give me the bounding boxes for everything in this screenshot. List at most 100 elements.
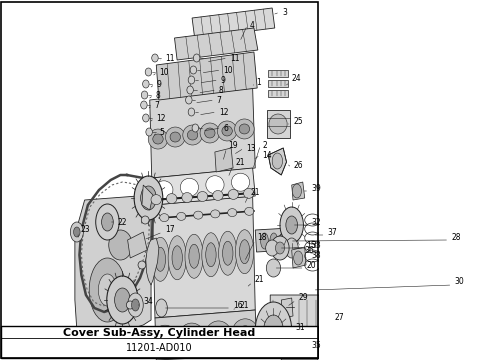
Text: 12: 12 xyxy=(219,108,228,117)
Text: 16: 16 xyxy=(233,301,243,310)
Ellipse shape xyxy=(166,127,185,147)
Text: 25: 25 xyxy=(294,117,303,126)
Text: 23: 23 xyxy=(80,225,90,234)
Ellipse shape xyxy=(172,246,182,270)
Text: 8: 8 xyxy=(156,90,160,99)
Ellipse shape xyxy=(192,124,198,132)
Polygon shape xyxy=(255,228,292,252)
Ellipse shape xyxy=(285,238,298,258)
Polygon shape xyxy=(268,148,287,175)
Ellipse shape xyxy=(151,195,161,204)
Text: 34: 34 xyxy=(144,297,154,306)
Text: 27: 27 xyxy=(334,312,343,321)
Ellipse shape xyxy=(245,207,254,215)
Ellipse shape xyxy=(155,181,173,199)
Ellipse shape xyxy=(205,321,231,349)
Bar xyxy=(268,80,288,87)
Bar xyxy=(268,70,288,77)
Text: 21: 21 xyxy=(255,274,264,284)
Ellipse shape xyxy=(275,242,285,254)
Ellipse shape xyxy=(202,233,220,277)
Ellipse shape xyxy=(235,119,254,139)
Text: 24: 24 xyxy=(292,73,301,82)
Text: 29: 29 xyxy=(298,292,308,302)
Polygon shape xyxy=(174,28,258,60)
Ellipse shape xyxy=(272,153,283,169)
Ellipse shape xyxy=(280,207,303,243)
Text: 8: 8 xyxy=(219,86,223,95)
Text: 26: 26 xyxy=(294,161,303,170)
Ellipse shape xyxy=(194,54,200,62)
Ellipse shape xyxy=(143,114,149,122)
Text: 1: 1 xyxy=(256,77,261,86)
Ellipse shape xyxy=(232,319,258,347)
Text: 33: 33 xyxy=(311,240,321,249)
Ellipse shape xyxy=(222,126,232,136)
Ellipse shape xyxy=(177,212,186,220)
Ellipse shape xyxy=(266,259,281,277)
Bar xyxy=(268,90,288,97)
Ellipse shape xyxy=(115,288,130,312)
Text: 4: 4 xyxy=(249,21,254,30)
Ellipse shape xyxy=(200,123,220,143)
Ellipse shape xyxy=(222,241,233,265)
Ellipse shape xyxy=(160,213,169,222)
Ellipse shape xyxy=(187,130,198,140)
Text: 2: 2 xyxy=(263,140,267,149)
Ellipse shape xyxy=(155,247,166,271)
Polygon shape xyxy=(127,232,147,258)
Ellipse shape xyxy=(141,216,149,224)
Ellipse shape xyxy=(188,108,195,116)
Ellipse shape xyxy=(189,244,199,268)
Ellipse shape xyxy=(179,323,205,351)
Text: 6: 6 xyxy=(223,123,228,132)
Text: 17: 17 xyxy=(165,225,174,234)
Polygon shape xyxy=(292,182,305,200)
Ellipse shape xyxy=(269,114,287,134)
Ellipse shape xyxy=(261,233,269,249)
Polygon shape xyxy=(292,247,306,268)
Polygon shape xyxy=(146,238,159,285)
Ellipse shape xyxy=(127,293,143,317)
Ellipse shape xyxy=(145,68,152,76)
Text: 28: 28 xyxy=(451,233,461,242)
Ellipse shape xyxy=(194,211,203,219)
Text: 21: 21 xyxy=(235,158,245,166)
Ellipse shape xyxy=(153,134,163,144)
Ellipse shape xyxy=(206,243,216,267)
Ellipse shape xyxy=(239,326,252,340)
Text: 37: 37 xyxy=(327,228,337,237)
Ellipse shape xyxy=(168,236,186,280)
Ellipse shape xyxy=(141,91,148,99)
Ellipse shape xyxy=(293,184,301,198)
Ellipse shape xyxy=(180,178,198,196)
Ellipse shape xyxy=(185,330,198,344)
Ellipse shape xyxy=(96,204,119,240)
Text: 20: 20 xyxy=(306,261,316,270)
Text: 39: 39 xyxy=(311,184,321,193)
Text: 12: 12 xyxy=(156,113,166,122)
Ellipse shape xyxy=(141,186,156,210)
Ellipse shape xyxy=(228,189,239,199)
Text: 32: 32 xyxy=(311,217,321,226)
Ellipse shape xyxy=(211,210,220,218)
Text: 18: 18 xyxy=(257,233,267,242)
Ellipse shape xyxy=(236,230,254,274)
Ellipse shape xyxy=(270,233,278,249)
Text: 30: 30 xyxy=(455,278,464,287)
Polygon shape xyxy=(281,298,293,318)
Ellipse shape xyxy=(205,128,215,138)
Polygon shape xyxy=(152,196,255,318)
Ellipse shape xyxy=(146,128,152,136)
Polygon shape xyxy=(280,340,319,360)
Text: 14: 14 xyxy=(263,150,272,159)
Text: 19: 19 xyxy=(228,140,238,149)
Ellipse shape xyxy=(231,173,249,191)
Polygon shape xyxy=(156,52,257,100)
Ellipse shape xyxy=(89,258,125,322)
Ellipse shape xyxy=(182,193,192,203)
Text: 35: 35 xyxy=(311,341,321,350)
Ellipse shape xyxy=(219,231,237,275)
Text: 11: 11 xyxy=(165,54,174,63)
Ellipse shape xyxy=(158,332,172,346)
